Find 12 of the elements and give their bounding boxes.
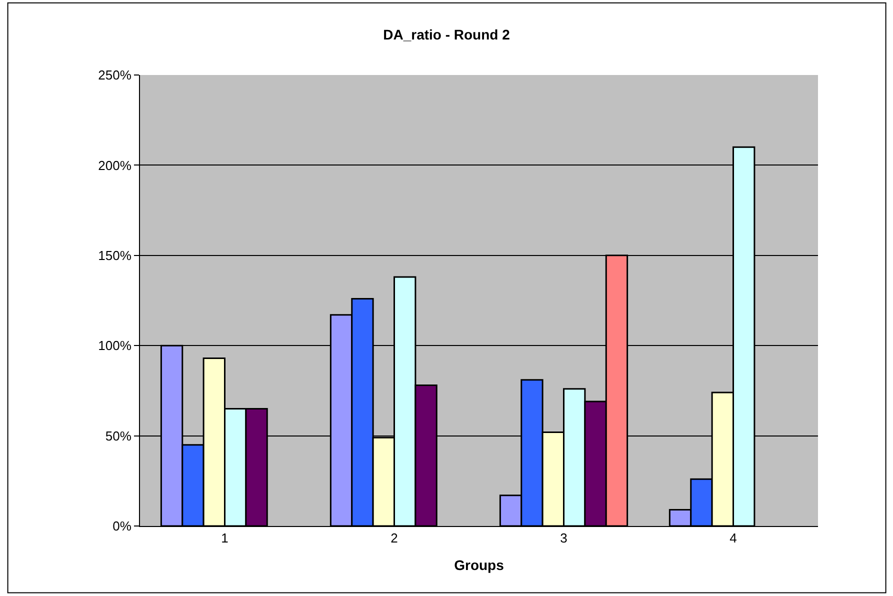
chart-title: DA_ratio - Round 2 (383, 26, 510, 43)
y-tick-label: 50% (105, 428, 132, 444)
x-tick-label: 3 (560, 530, 568, 546)
x-tick-label: 4 (730, 530, 737, 546)
x-axis-title: Groups (454, 556, 504, 573)
y-tick-label: 0% (112, 518, 132, 534)
x-tick-label: 2 (390, 530, 398, 546)
y-tick-label: 200% (98, 158, 132, 173)
y-tick-label: 100% (98, 338, 132, 354)
y-tick-label: 250% (98, 68, 132, 83)
x-tick-label: 1 (221, 530, 228, 546)
y-tick-label: 150% (98, 248, 132, 263)
